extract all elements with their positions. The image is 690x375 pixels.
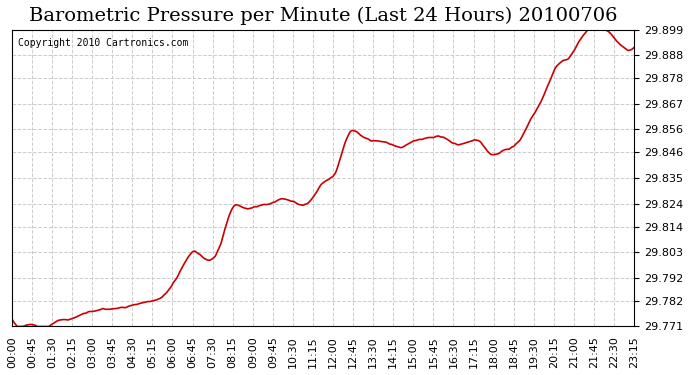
Text: Copyright 2010 Cartronics.com: Copyright 2010 Cartronics.com [18, 38, 188, 48]
Title: Barometric Pressure per Minute (Last 24 Hours) 20100706: Barometric Pressure per Minute (Last 24 … [29, 7, 618, 25]
